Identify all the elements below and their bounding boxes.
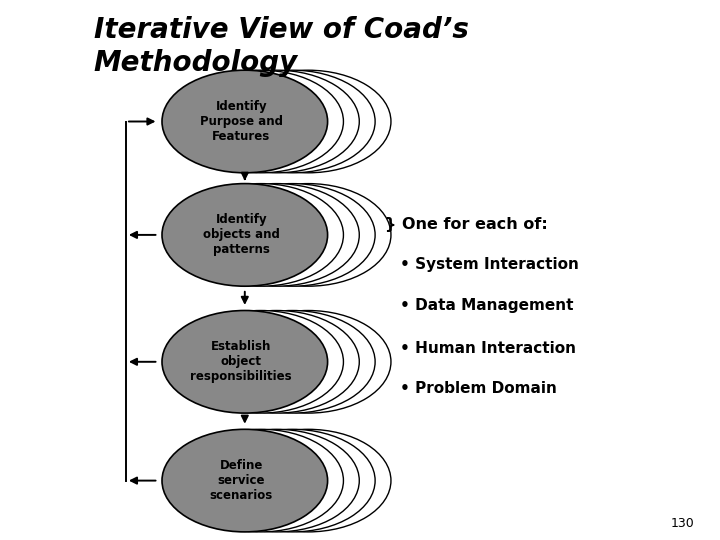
Ellipse shape [225,310,391,413]
Text: Define
service
scenarios: Define service scenarios [210,459,273,502]
Text: • Problem Domain: • Problem Domain [400,381,557,396]
Text: • Data Management: • Data Management [400,298,573,313]
Text: Iterative View of Coad’s
Methodology: Iterative View of Coad’s Methodology [94,16,469,77]
Ellipse shape [194,184,359,286]
Text: Identify
Purpose and
Features: Identify Purpose and Features [199,100,283,143]
Text: 130: 130 [671,517,695,530]
Ellipse shape [210,429,375,532]
Text: } One for each of:: } One for each of: [385,217,548,232]
Ellipse shape [210,70,375,173]
Text: • Human Interaction: • Human Interaction [400,341,575,356]
Ellipse shape [194,310,359,413]
Text: • System Interaction: • System Interaction [400,257,578,272]
Ellipse shape [225,184,391,286]
Ellipse shape [210,184,375,286]
Ellipse shape [194,429,359,532]
Ellipse shape [178,429,343,532]
Ellipse shape [178,70,343,173]
Ellipse shape [178,310,343,413]
Text: Establish
object
responsibilities: Establish object responsibilities [190,340,292,383]
Ellipse shape [225,429,391,532]
Ellipse shape [210,310,375,413]
Ellipse shape [194,70,359,173]
Ellipse shape [162,310,328,413]
Ellipse shape [162,429,328,532]
Text: Identify
objects and
patterns: Identify objects and patterns [203,213,279,256]
Ellipse shape [225,70,391,173]
Ellipse shape [162,184,328,286]
Ellipse shape [178,184,343,286]
Ellipse shape [162,70,328,173]
